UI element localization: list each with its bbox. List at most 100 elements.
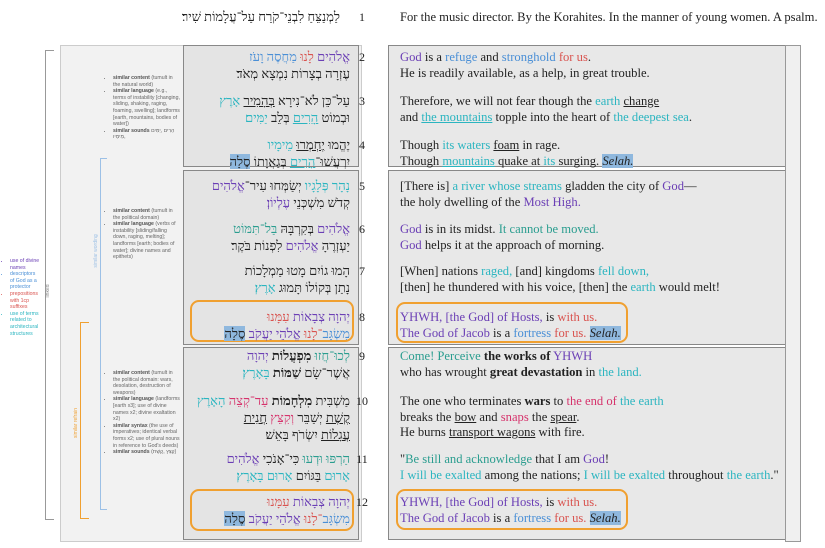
verse-english: YHWH, [the God] of Hosts, is with us. The… — [400, 495, 785, 526]
english-line: For the music director. By the Korahites… — [400, 10, 818, 26]
hebrew-line: נָתַן בְּקוֹלוֹ תָּמוּג אָרֶץ׃ — [185, 279, 350, 296]
text-segment: and — [476, 409, 501, 424]
text-segment: its — [543, 153, 556, 168]
text-segment: אֱלֹהֵי יַעֲקֹב — [248, 326, 304, 341]
verse-number: 1 — [359, 10, 365, 24]
stanza-note: similar sounds הָרִים ,יַמִּים ,מֵימָיו — [113, 128, 181, 141]
text-segment: יַמִּים׃ — [245, 110, 268, 125]
text-segment: is — [542, 495, 558, 509]
text-segment: יְהוָה — [246, 348, 272, 363]
verse-hebrew: עַל־כֵּן לֹא־נִירָא בְּהָמִיר אָרֶץ וּבְמ… — [185, 92, 350, 126]
scrollbar[interactable] — [785, 45, 801, 542]
text-segment: The one who terminates — [400, 394, 525, 408]
text-segment: — — [684, 179, 697, 193]
english-line: I will be exalted among the nations; I w… — [400, 468, 785, 484]
text-segment: Selah. — [589, 510, 621, 525]
text-segment: מִלְחָמוֹת — [271, 393, 313, 408]
text-segment: I will be exalted — [583, 467, 666, 482]
text-segment: fortress — [513, 325, 552, 340]
text-segment: the — [528, 409, 551, 424]
verse-english: Though its waters foam in rage. Though mo… — [400, 138, 785, 169]
text-segment: [and] kingdoms — [512, 264, 598, 278]
stanza-1-english-box — [388, 45, 786, 167]
english-line: He burns transport wagons with fire. — [400, 425, 785, 441]
text-segment: with us. — [557, 310, 598, 324]
text-segment: the mountains — [421, 109, 493, 124]
verse-hebrew: נָהָר פְּלָגָיו יְשַׂמְּחוּ עִיר־אֱלֹהִי… — [185, 177, 350, 211]
blue-bracket — [100, 158, 107, 510]
hebrew-line: מִשְׂגָּב־לָנוּ אֱלֹהֵי יַעֲקֹב סֶלָה׃ — [185, 510, 350, 527]
text-segment: mountains — [442, 153, 495, 168]
verse-number: 6 — [359, 222, 365, 236]
text-segment: God — [583, 452, 605, 466]
verse-hebrew: יֶהֱמוּ יֶחְמְרוּ מֵימָיו יִרְעֲשׁוּ־הָרִ… — [185, 136, 350, 170]
text-segment: foam — [493, 138, 520, 152]
text-segment: בַּגּוֹיִם — [292, 468, 325, 483]
verse-hebrew: יְהוָה צְבָאוֹת עִמָּנוּ מִשְׂגָּב־לָנוּ … — [185, 493, 350, 527]
legend-note: use of terms related to architectural st… — [10, 311, 40, 337]
legend-note: use of divine names — [10, 258, 40, 271]
stanza-note: similar language (landforms [earth x3]; … — [113, 396, 181, 422]
text-segment: נָתַן בְּקוֹלוֹ תָּמוּג — [275, 280, 350, 295]
text-segment: סֶלָה — [224, 511, 246, 526]
verse-english: YHWH, [the God] of Hosts, is with us. The… — [400, 310, 785, 341]
verse-hebrew: הַרְפּוּ וּדְעוּ כִּי־אָנֹכִי אֱלֹהִים אָ… — [185, 450, 350, 484]
text-segment: בָּאָרֶץ׃ — [242, 365, 273, 380]
text-segment: transport wagons — [448, 425, 536, 439]
text-segment: surging. — [555, 153, 603, 168]
text-segment: [When] nations — [400, 264, 482, 278]
text-segment: אֱלֹהֵי יַעֲקֹב — [248, 511, 304, 526]
text-segment: קְדֹשׁ מִשְׁכְּנֵי — [290, 195, 350, 210]
text-segment: בְּגַאֲוָתוֹ — [250, 154, 290, 169]
verse-hebrew: אֱלֹהִים בְּקִרְבָּהּ בַּל־תִּמּוֹט יַעְז… — [185, 220, 350, 254]
verse-english: God is in its midst. It cannot be moved.… — [400, 222, 785, 253]
text-segment: אָרֶץ — [219, 93, 244, 108]
text-segment: breaks the — [400, 409, 455, 424]
text-segment: עֶזְרָה בְצָרוֹת נִמְצָא מְאֹד׃ — [236, 66, 350, 81]
text-segment: and — [477, 50, 502, 64]
english-line: YHWH, [the God] of Hosts, is with us. — [400, 495, 785, 511]
text-segment: Therefore, we will not fear though the — [400, 94, 596, 108]
hebrew-line: מַשְׁבִּית מִלְחָמוֹת עַד־קְצֵה הָאָרֶץ — [185, 392, 350, 409]
verse-number: 3 — [359, 94, 365, 108]
text-segment: raged, — [481, 264, 513, 278]
text-segment: עִמָּנוּ — [267, 309, 293, 324]
text-segment: כִּי־אָנֹכִי — [259, 451, 303, 466]
text-segment: God — [400, 50, 422, 64]
text-segment: מִשְׂגָּב — [322, 326, 350, 341]
blue-bracket-label: similar wording — [93, 234, 99, 268]
text-segment: הָאָרֶץ — [197, 393, 229, 408]
text-segment: לִפְנוֹת בֹּקֶר׃ — [231, 238, 286, 253]
hebrew-line: יְהוָה צְבָאוֹת עִמָּנוּ — [185, 493, 350, 510]
text-segment: the land. — [598, 364, 642, 379]
text-segment: the earth — [616, 394, 664, 408]
text-segment: " — [400, 452, 406, 466]
verse-hebrew: הָמוּ גוֹיִם מָטוּ מַמְלָכוֹת נָתַן בְּקו… — [185, 262, 350, 296]
text-segment: earth — [595, 94, 621, 108]
text-segment: It cannot be moved. — [498, 222, 599, 236]
english-line: He is readily available, as a help, in g… — [400, 66, 785, 82]
text-segment: would melt! — [655, 279, 720, 294]
english-line: "Be still and acknowledge that I am God! — [400, 452, 785, 468]
text-segment: the end of — [566, 394, 617, 408]
english-line: breaks the bow and snaps the spear. — [400, 410, 785, 426]
text-segment: Though — [400, 153, 443, 168]
text-segment: The God of Jacob — [400, 510, 490, 525]
text-segment: YHWH, [the God] of Hosts, — [400, 495, 543, 509]
stanza-note: similar language (e.g., terms of instabi… — [113, 88, 181, 128]
text-segment: refuge — [445, 50, 478, 64]
text-segment: . — [576, 409, 580, 424]
text-segment: I will be exalted — [400, 467, 482, 482]
stanza-3-english-box — [388, 347, 786, 540]
english-line: [When] nations raged, [and] kingdoms fel… — [400, 264, 785, 280]
hebrew-line: לְכוּ־חֲזוּ מִפְעֲלוֹת יְהוָה — [185, 347, 350, 364]
english-line: God is a refuge and stronghold for us. — [400, 50, 785, 66]
text-segment: God — [400, 222, 422, 236]
stanza-2-hebrew-box — [183, 170, 359, 345]
english-line: and the mountains topple into the heart … — [400, 110, 785, 126]
verse-number: 11 — [356, 452, 368, 466]
stanza-2-notes: similar content (tumult in the political… — [105, 208, 181, 261]
text-segment: אֱלֹהִים — [226, 451, 260, 466]
text-segment: that I am — [532, 452, 584, 466]
text-segment: קֶשֶׁת — [325, 410, 350, 425]
